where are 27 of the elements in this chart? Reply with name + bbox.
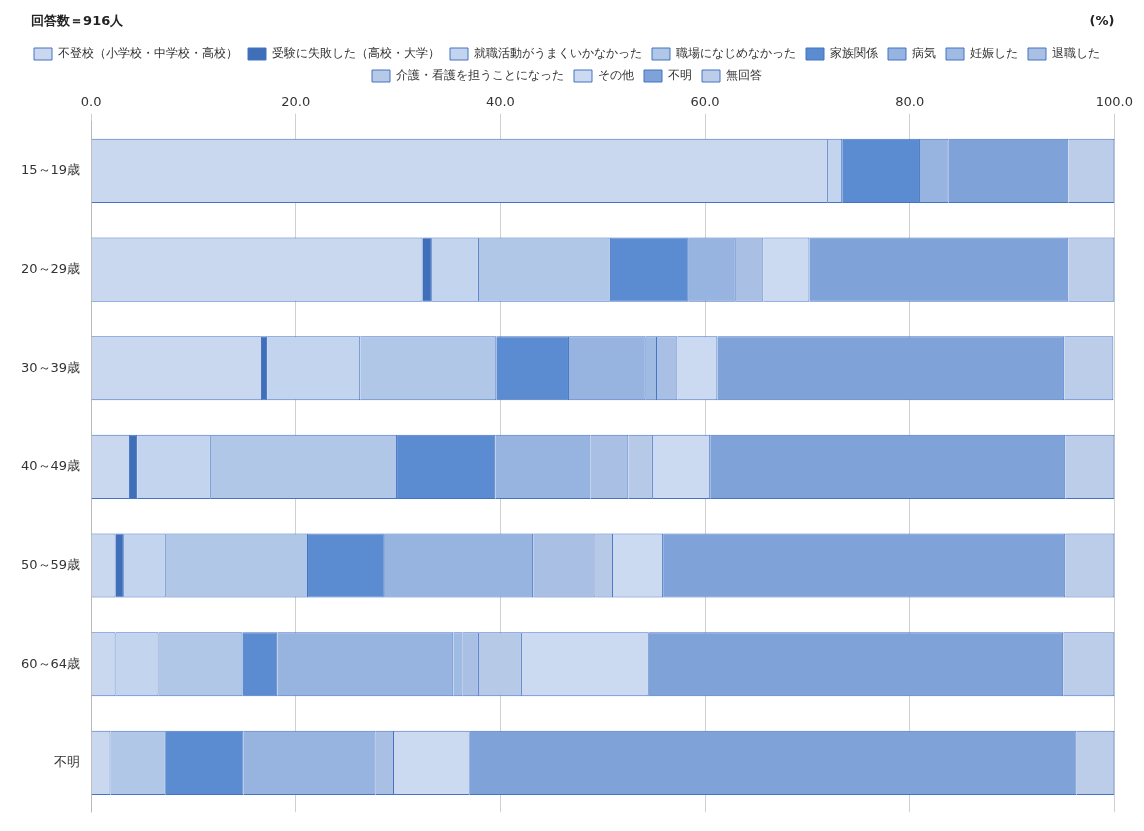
legend-label: 妊娠した bbox=[970, 46, 1018, 61]
x-tick-label: 100.0 bbox=[1095, 94, 1133, 110]
text: (%) bbox=[1089, 13, 1115, 29]
legend-label: 不明 bbox=[668, 68, 692, 83]
y-tick-label: 30～39歳 bbox=[20, 359, 81, 375]
y-tick-label: 40～49歳 bbox=[20, 458, 81, 474]
y-tick-label: 50～59歳 bbox=[20, 556, 81, 572]
legend-label: 退職した bbox=[1052, 46, 1100, 61]
legend-label: 職場になじめなかった bbox=[676, 46, 796, 61]
x-tick-label: 40.0 bbox=[485, 94, 515, 110]
y-tick-label: 15～19歳 bbox=[20, 162, 81, 178]
y-tick-label: 20～29歳 bbox=[20, 260, 81, 276]
y-tick-label: 不明 bbox=[54, 754, 81, 770]
legend-label: 就職活動がうまくいかなかった bbox=[474, 46, 642, 61]
legend-label: 病気 bbox=[912, 46, 936, 61]
x-tick-label: 20.0 bbox=[281, 94, 311, 110]
x-tick-label: 0.0 bbox=[80, 94, 102, 110]
x-tick-label: 60.0 bbox=[690, 94, 720, 110]
legend-label: 家族関係 bbox=[830, 46, 878, 61]
y-tick-label: 60～64歳 bbox=[20, 655, 81, 671]
legend-label: 介護・看護を担うことになった bbox=[396, 68, 564, 83]
legend-label: その他 bbox=[598, 68, 634, 83]
x-tick-label: 80.0 bbox=[895, 94, 925, 110]
legend-label: 受験に失敗した（高校・大学） bbox=[272, 46, 440, 61]
legend-label: 無回答 bbox=[726, 68, 762, 83]
text: 回答数＝916人 bbox=[31, 13, 125, 29]
legend-label: 不登校（小学校・中学校・高校） bbox=[58, 46, 238, 61]
